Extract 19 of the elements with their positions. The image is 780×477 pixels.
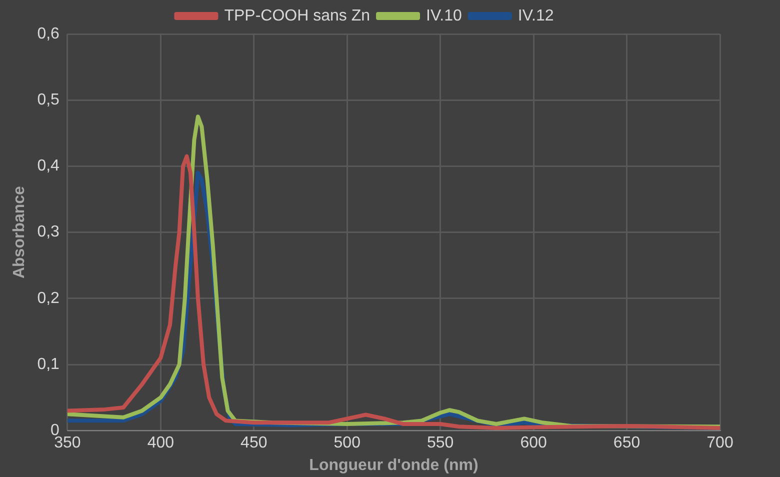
x-tick-label: 700 [706, 434, 734, 452]
x-tick-label: 450 [240, 434, 268, 452]
y-tick-label: 0,2 [37, 290, 60, 307]
legend-label: TPP-COOH sans Zn [224, 7, 370, 24]
legend-label: IV.12 [518, 7, 554, 24]
y-tick-label: 0,1 [37, 356, 60, 373]
x-tick-label: 350 [54, 434, 81, 452]
y-tick-label: 0,3 [37, 224, 60, 241]
y-axis-title: Absorbance [11, 186, 28, 279]
x-tick-label: 550 [426, 434, 454, 452]
x-tick-label: 650 [613, 434, 640, 452]
x-axis-title: Longueur d'onde (nm) [309, 456, 478, 474]
y-tick-label: 0,4 [37, 158, 60, 175]
x-tick-label: 400 [147, 434, 174, 452]
legend-label: IV.10 [426, 7, 462, 24]
x-tick-label: 500 [334, 434, 361, 452]
y-tick-label: 0,6 [37, 25, 60, 42]
y-tick-label: 0,5 [37, 92, 60, 109]
x-tick-label: 600 [520, 434, 547, 452]
